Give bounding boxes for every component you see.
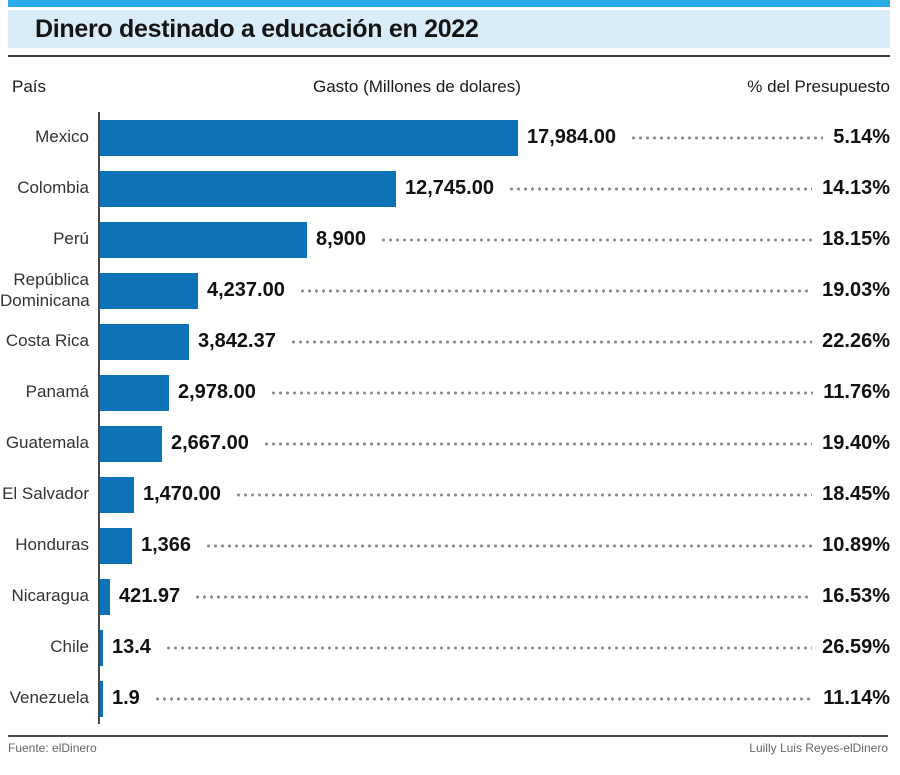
chart-row: Nicaragua 421.97 16.53% — [0, 571, 890, 622]
chart-row: Panamá 2,978.00 11.76% — [0, 367, 890, 418]
budget-percent-label: 19.03% — [822, 279, 890, 301]
spending-bar — [100, 170, 396, 207]
spending-bar — [100, 323, 189, 360]
spending-bar — [100, 272, 198, 309]
spending-bar — [100, 119, 518, 156]
leader-dots — [629, 135, 824, 140]
leader-dots — [298, 288, 813, 293]
country-label: Venezuela — [9, 688, 89, 708]
spending-bar — [100, 476, 134, 513]
country-label: Honduras — [15, 535, 89, 555]
budget-percent-label: 10.89% — [822, 534, 890, 556]
leader-dots — [262, 441, 813, 446]
bar-zone: 12,745.00 14.13% — [98, 163, 890, 214]
budget-percent-label: 14.13% — [822, 177, 890, 199]
spending-bar — [100, 629, 103, 666]
chart-row: República Dominicana 4,237.00 19.03% — [0, 265, 890, 316]
chart-row: Costa Rica 3,842.37 22.26% — [0, 316, 890, 367]
country-label: Chile — [50, 637, 89, 657]
bar-zone: 2,667.00 19.40% — [98, 418, 890, 469]
spending-value-label: 1,470.00 — [143, 483, 221, 505]
spending-value-label: 17,984.00 — [527, 126, 616, 148]
country-label: Mexico — [35, 127, 89, 147]
bar-zone: 1,366 10.89% — [98, 520, 890, 571]
leader-dots — [234, 492, 813, 497]
spending-value-label: 12,745.00 — [405, 177, 494, 199]
column-header-country: País — [12, 77, 47, 96]
leader-dots — [289, 339, 813, 344]
bar-zone: 4,237.00 19.03% — [98, 265, 890, 316]
bar-chart: Mexico 17,984.00 5.14% Colombia 12,745.0… — [0, 112, 900, 724]
budget-percent-label: 18.15% — [822, 228, 890, 250]
leader-dots — [205, 543, 813, 548]
budget-percent-label: 16.53% — [822, 585, 890, 607]
leader-dots — [269, 390, 814, 395]
spending-value-label: 8,900 — [316, 228, 367, 250]
country-label: Guatemala — [5, 433, 89, 453]
leader-dots — [380, 237, 813, 242]
page-title: Dinero destinado a educación en 2022 — [35, 14, 479, 43]
spending-value-label: 1.9 — [112, 687, 140, 709]
chart-rows: Mexico 17,984.00 5.14% Colombia 12,745.0… — [0, 112, 890, 724]
country-label: Panamá — [25, 382, 89, 402]
leader-dots — [194, 594, 813, 599]
bar-zone: 13.4 26.59% — [98, 622, 890, 673]
chart-row: Venezuela 1.9 11.14% — [0, 673, 890, 724]
column-header-spending: Gasto (Millones de dolares) — [313, 77, 521, 96]
spending-value-label: 2,667.00 — [171, 432, 249, 454]
spending-bar — [100, 527, 132, 564]
country-label: República Dominicana — [0, 270, 90, 310]
bar-zone: 3,842.37 22.26% — [98, 316, 890, 367]
chart-row: Colombia 12,745.00 14.13% — [0, 163, 890, 214]
budget-percent-label: 18.45% — [822, 483, 890, 505]
chart-row: Honduras 1,366 10.89% — [0, 520, 890, 571]
leader-dots — [164, 645, 813, 650]
spending-bar — [100, 221, 307, 258]
spending-value-label: 13.4 — [112, 636, 151, 658]
budget-percent-label: 19.40% — [822, 432, 890, 454]
spending-bar — [100, 680, 103, 717]
leader-dots — [507, 186, 813, 191]
budget-percent-label: 11.14% — [823, 687, 890, 709]
country-label: Perú — [53, 229, 89, 249]
spending-value-label: 421.97 — [119, 585, 181, 607]
chart-row: Chile 13.4 26.59% — [0, 622, 890, 673]
accent-strip — [8, 0, 890, 7]
budget-percent-label: 11.76% — [823, 381, 890, 403]
bar-zone: 8,900 18.15% — [98, 214, 890, 265]
author-credit: Luilly Luis Reyes-elDinero — [749, 741, 888, 755]
budget-percent-label: 22.26% — [822, 330, 890, 352]
chart-row: Mexico 17,984.00 5.14% — [0, 112, 890, 163]
spending-value-label: 1,366 — [141, 534, 192, 556]
leader-dots — [153, 696, 814, 701]
country-label: Colombia — [17, 178, 89, 198]
footer: Fuente: elDinero Luilly Luis Reyes-elDin… — [8, 735, 888, 755]
header-divider — [8, 55, 890, 57]
country-label: Nicaragua — [11, 586, 90, 606]
bar-zone: 1.9 11.14% — [98, 673, 890, 724]
budget-percent-label: 26.59% — [822, 636, 890, 658]
chart-row: Guatemala 2,667.00 19.40% — [0, 418, 890, 469]
spending-value-label: 2,978.00 — [178, 381, 256, 403]
column-headers: País Gasto (Millones de dolares) % del P… — [0, 77, 900, 99]
bar-zone: 17,984.00 5.14% — [98, 112, 890, 163]
source-credit: Fuente: elDinero — [8, 741, 97, 755]
budget-percent-label: 5.14% — [833, 126, 890, 148]
title-band: Dinero destinado a educación en 2022 — [8, 10, 890, 48]
spending-value-label: 4,237.00 — [207, 279, 285, 301]
chart-row: Perú 8,900 18.15% — [0, 214, 890, 265]
country-label: Costa Rica — [5, 331, 89, 351]
bar-zone: 2,978.00 11.76% — [98, 367, 890, 418]
chart-row: El Salvador 1,470.00 18.45% — [0, 469, 890, 520]
spending-bar — [100, 578, 110, 615]
column-header-percent: % del Presupuesto — [747, 77, 890, 96]
spending-bar — [100, 374, 169, 411]
spending-value-label: 3,842.37 — [198, 330, 276, 352]
country-label: El Salvador — [2, 484, 89, 504]
bar-zone: 421.97 16.53% — [98, 571, 890, 622]
bar-zone: 1,470.00 18.45% — [98, 469, 890, 520]
spending-bar — [100, 425, 162, 462]
